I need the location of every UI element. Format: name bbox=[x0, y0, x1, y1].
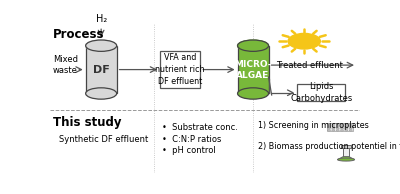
Bar bbox=[343, 146, 349, 157]
Circle shape bbox=[336, 129, 339, 131]
Circle shape bbox=[349, 127, 352, 129]
Circle shape bbox=[340, 127, 344, 129]
Text: This study: This study bbox=[53, 116, 122, 129]
Text: 2) Biomass production potentiel in flasks: 2) Biomass production potentiel in flask… bbox=[258, 142, 400, 151]
Text: H₂: H₂ bbox=[96, 14, 107, 24]
Circle shape bbox=[340, 125, 344, 127]
Text: •  Substrate conc.: • Substrate conc. bbox=[162, 123, 238, 132]
Circle shape bbox=[336, 123, 339, 125]
Ellipse shape bbox=[338, 158, 354, 161]
Ellipse shape bbox=[238, 88, 268, 99]
Circle shape bbox=[349, 129, 352, 131]
Text: Mixed
waste: Mixed waste bbox=[53, 55, 78, 75]
Text: Treated effluent: Treated effluent bbox=[276, 61, 343, 70]
Ellipse shape bbox=[86, 40, 117, 51]
Circle shape bbox=[340, 123, 344, 125]
Circle shape bbox=[332, 129, 335, 131]
Text: MICRO-
ALGAE: MICRO- ALGAE bbox=[234, 60, 272, 80]
Circle shape bbox=[328, 125, 330, 127]
Circle shape bbox=[349, 123, 352, 125]
Circle shape bbox=[336, 125, 339, 127]
Circle shape bbox=[328, 127, 330, 129]
Polygon shape bbox=[338, 157, 354, 160]
FancyBboxPatch shape bbox=[160, 51, 200, 88]
Circle shape bbox=[340, 129, 344, 131]
Circle shape bbox=[345, 125, 348, 127]
Text: Synthetic DF effluent: Synthetic DF effluent bbox=[59, 135, 148, 144]
Circle shape bbox=[336, 127, 339, 129]
FancyBboxPatch shape bbox=[297, 84, 345, 101]
Text: Process: Process bbox=[53, 28, 105, 41]
Circle shape bbox=[345, 123, 348, 125]
Text: •  pH control: • pH control bbox=[162, 146, 215, 155]
Circle shape bbox=[349, 125, 352, 127]
Bar bbox=[238, 46, 268, 94]
Bar bbox=[86, 46, 117, 94]
Circle shape bbox=[288, 33, 320, 49]
Text: DF: DF bbox=[93, 65, 110, 74]
Text: Lipids
Carbohydrates: Lipids Carbohydrates bbox=[290, 82, 352, 103]
Text: VFA and
nutrient rich
DF effluent: VFA and nutrient rich DF effluent bbox=[156, 53, 205, 86]
Bar bbox=[326, 123, 353, 131]
Text: 1) Screening in microplates: 1) Screening in microplates bbox=[258, 121, 368, 130]
Ellipse shape bbox=[238, 40, 268, 51]
Circle shape bbox=[328, 129, 330, 131]
Circle shape bbox=[332, 123, 335, 125]
Text: •  C:N:P ratios: • C:N:P ratios bbox=[162, 135, 221, 144]
Circle shape bbox=[345, 129, 348, 131]
Circle shape bbox=[328, 123, 330, 125]
Circle shape bbox=[332, 127, 335, 129]
Circle shape bbox=[345, 127, 348, 129]
Ellipse shape bbox=[86, 88, 117, 99]
Circle shape bbox=[332, 125, 335, 127]
Bar bbox=[341, 145, 351, 148]
